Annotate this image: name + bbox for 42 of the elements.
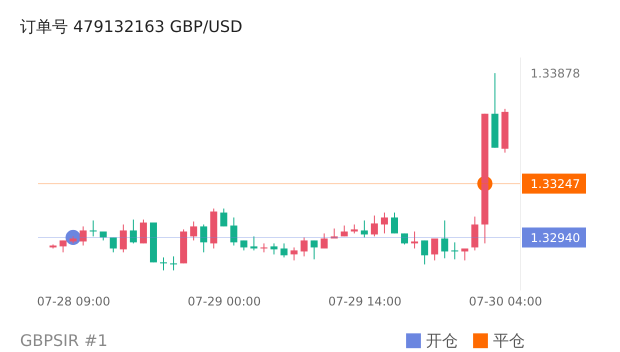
candlestick: [280, 242, 288, 258]
candlestick: [140, 219, 147, 244]
candlestick: [130, 219, 137, 244]
candlestick: [220, 208, 228, 227]
candlestick: [421, 240, 428, 265]
legend-label: 开仓: [426, 330, 458, 350]
x-tick-label: 07-28 09:00: [36, 294, 110, 308]
legend-label: 平仓: [493, 330, 525, 350]
candlestick: [320, 232, 328, 249]
candlestick: [380, 212, 388, 234]
candlestick: [160, 256, 168, 271]
candlestick: [300, 236, 308, 257]
y-tick-label: 1.33878: [530, 66, 580, 81]
candlestick: [390, 212, 398, 234]
candlestick: [471, 216, 478, 251]
y-tick-label: 1.33247: [530, 177, 580, 192]
chart-title: 订单号 479132163 GBP/USD: [20, 17, 242, 36]
candlestick: [270, 242, 278, 255]
text: GBPSIR #1: [20, 331, 108, 350]
candlestick: [110, 236, 117, 253]
candlestick: [370, 215, 378, 237]
x-tick-label: 07-30 04:00: [468, 294, 542, 308]
candlestick: [190, 221, 198, 241]
candlestick: [431, 238, 438, 261]
candlestick: [230, 216, 238, 246]
candlestick: [120, 224, 127, 253]
candlestick: [411, 230, 418, 249]
candlestick: [200, 224, 208, 253]
candlestick: [340, 225, 348, 237]
candlestick: [441, 220, 448, 259]
candlestick: [451, 242, 458, 260]
x-tick-label: 07-29 14:00: [328, 294, 402, 308]
candlestick: [80, 226, 87, 246]
candlestick: [90, 220, 97, 237]
x-tick-label: 07-29 00:00: [188, 294, 261, 308]
candlestick: [360, 220, 368, 238]
y-tick-label: 1.32940: [530, 230, 580, 245]
candlestick: [330, 228, 338, 239]
candlestick: [170, 256, 178, 271]
candlestick: [310, 240, 318, 260]
candlestick: [250, 236, 258, 251]
candlestick: [290, 246, 298, 261]
